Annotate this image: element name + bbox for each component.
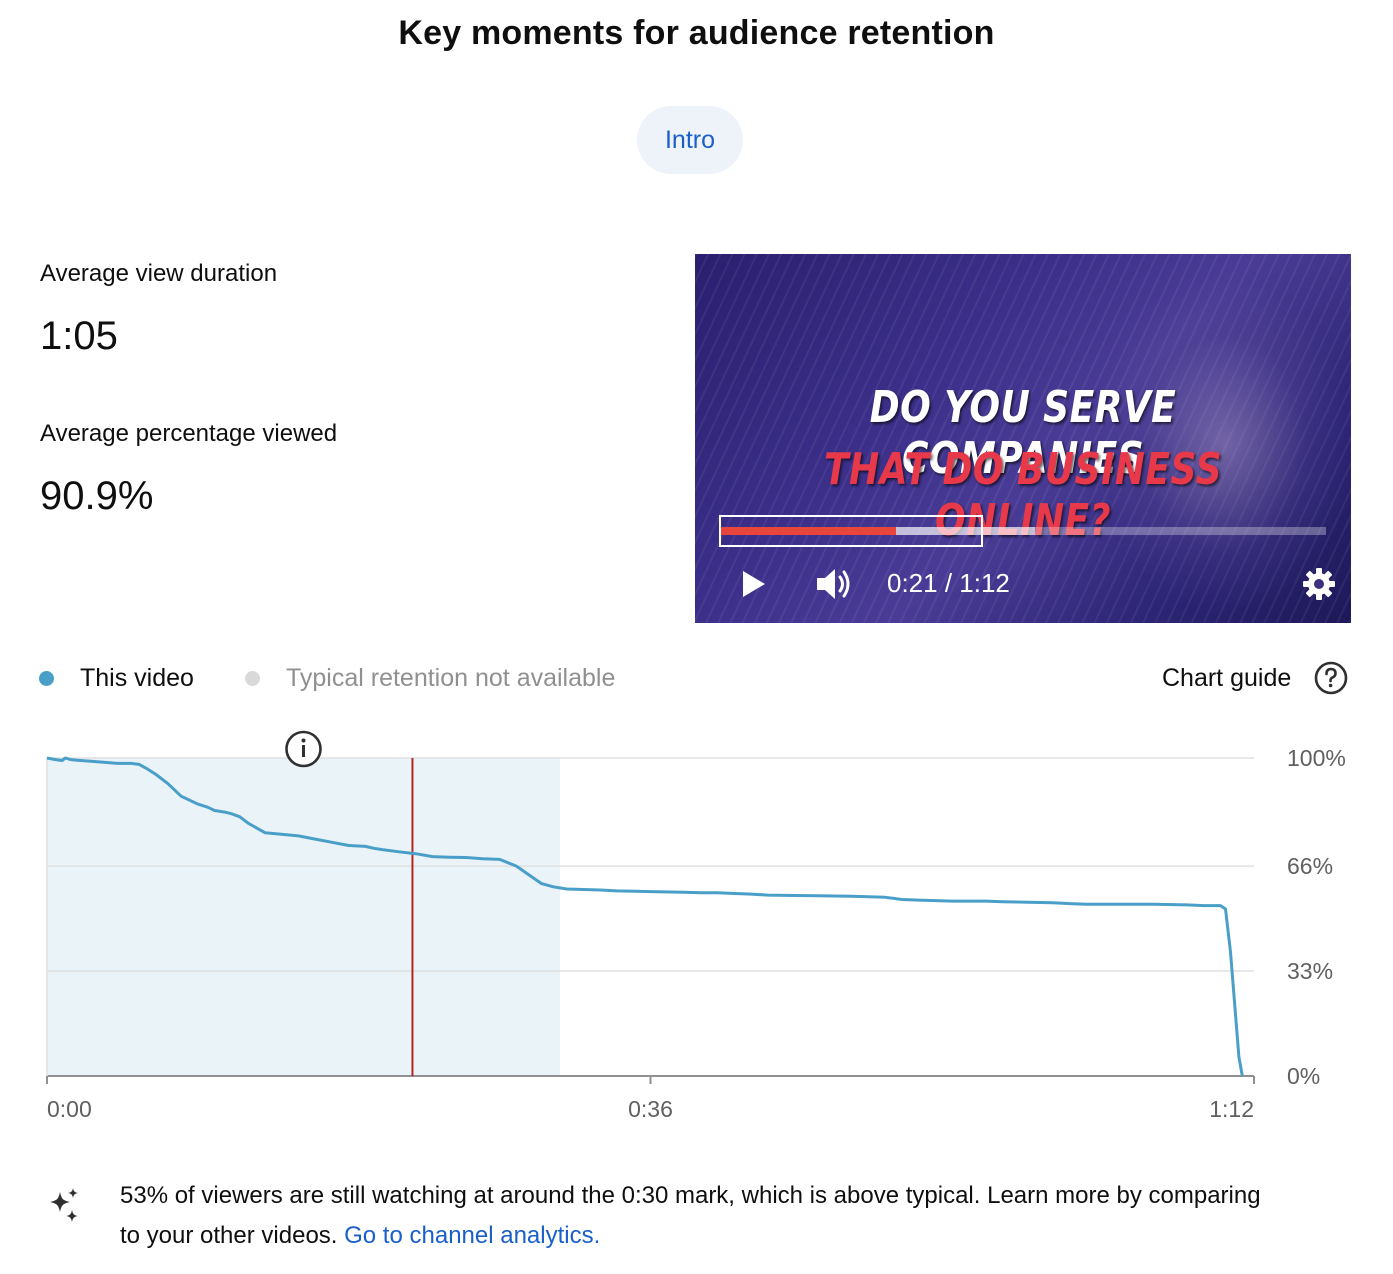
y-tick-label: 66% <box>1287 853 1333 879</box>
video-progress-highlight <box>719 515 983 547</box>
avg-pct-viewed-value: 90.9% <box>40 474 154 518</box>
sparkle-icon <box>50 1188 78 1222</box>
insight-message: 53% of viewers are still watching at aro… <box>120 1182 1261 1249</box>
avg-view-duration-value: 1:05 <box>40 314 118 358</box>
x-tick-label: 0:00 <box>47 1096 92 1122</box>
chip-intro[interactable]: Intro <box>637 106 743 174</box>
channel-analytics-link[interactable]: Go to channel analytics. <box>344 1222 601 1249</box>
y-tick-label: 100% <box>1287 745 1346 771</box>
x-tick-label: 0:36 <box>628 1096 673 1122</box>
y-tick-label: 0% <box>1287 1063 1320 1089</box>
y-tick-label: 33% <box>1287 958 1333 984</box>
video-figure <box>1095 274 1351 614</box>
legend-typical-dot <box>245 671 260 686</box>
video-progress-played <box>720 527 896 535</box>
chart-guide-link[interactable]: Chart guide <box>1162 664 1292 692</box>
help-circle-icon[interactable] <box>1313 660 1349 696</box>
avg-pct-viewed-label: Average percentage viewed <box>40 420 338 447</box>
video-progress-bar[interactable] <box>720 527 1326 535</box>
video-headline-line1: DO YOU SERVE COMPANIES <box>869 382 1177 484</box>
volume-icon[interactable] <box>815 566 855 602</box>
retention-chart[interactable]: 100% 66% 33% 0% 0:00 0:36 1:12 <box>0 720 1393 1140</box>
video-player[interactable]: DO YOU SERVE COMPANIES THAT DO BUSINESS … <box>695 254 1351 623</box>
retention-line-this-video <box>46 756 1244 1077</box>
legend-typical: Typical retention not available <box>286 664 616 692</box>
video-headline-line2: THAT DO BUSINESS ONLINE? <box>824 444 1222 546</box>
gear-icon[interactable] <box>1301 566 1337 602</box>
play-icon[interactable] <box>741 569 767 599</box>
avg-view-duration-label: Average view duration <box>40 260 278 287</box>
insight-text: 53% of viewers are still watching at aro… <box>120 1176 1280 1256</box>
page-title: Key moments for audience retention <box>398 14 995 52</box>
legend-this-video[interactable]: This video <box>80 664 194 692</box>
info-icon[interactable] <box>285 730 322 768</box>
legend-this-video-dot <box>39 671 54 686</box>
video-time: 0:21 / 1:12 <box>887 568 1010 598</box>
video-texture <box>695 254 1351 623</box>
key-moment-highlight <box>47 758 560 1076</box>
x-tick-label: 1:12 <box>1209 1096 1254 1122</box>
